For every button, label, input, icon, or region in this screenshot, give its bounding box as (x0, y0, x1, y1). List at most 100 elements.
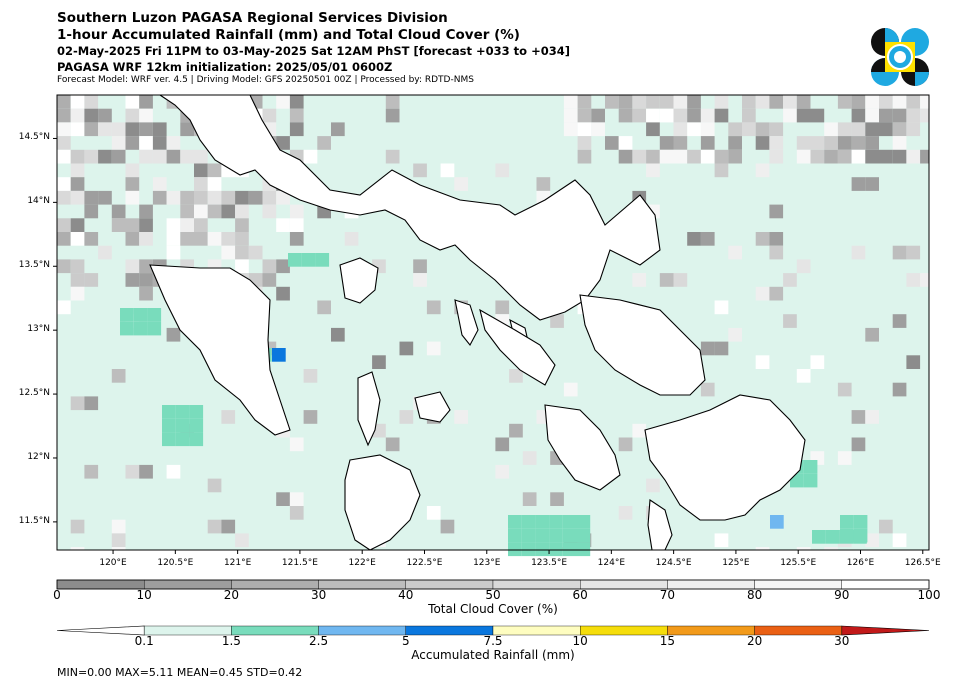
cloud-cell (84, 396, 99, 411)
cloud-cell (632, 95, 647, 109)
rain-cell (147, 321, 162, 336)
cloud-cell (454, 177, 468, 191)
cloud-cell (194, 163, 208, 178)
cloud-cell (700, 232, 715, 246)
cloud-cell (865, 122, 879, 137)
cloud-cell (57, 218, 71, 232)
cloud-cell (755, 232, 770, 246)
cloud-cell (57, 259, 71, 274)
cloud-cell (372, 355, 386, 369)
cloud-cell (221, 245, 236, 260)
cloud-cell (111, 547, 126, 550)
cloud-cell (755, 163, 770, 178)
cloud-cell (262, 108, 277, 123)
cloud-cell (207, 204, 222, 219)
cloud-cell (728, 327, 742, 342)
cloud-cell (824, 149, 838, 164)
cloud-cell (317, 300, 331, 315)
cloud-cell (262, 204, 277, 219)
cloud-cell (796, 95, 811, 109)
cloud-cell (632, 273, 647, 287)
cloud-cell (865, 410, 879, 424)
cloud-cell (920, 149, 929, 164)
cloud-cell (166, 327, 181, 342)
cloud-colorbar-segment (841, 579, 930, 590)
x-tick-label: 122°E (348, 558, 376, 568)
x-tick-label: 125.5°E (780, 558, 817, 568)
cloud-cell (139, 218, 153, 232)
rain-cell (133, 321, 148, 336)
cloud-cell (837, 122, 852, 137)
rain-cell (162, 418, 176, 433)
cloud-cell (673, 108, 688, 123)
x-tick-label: 120°E (99, 558, 127, 568)
cloud-cell (851, 149, 866, 164)
rain-cell (535, 528, 550, 543)
cloud-cell (440, 519, 455, 534)
cloud-cell (618, 437, 633, 452)
pagasa-logo-icon (871, 28, 929, 86)
cloud-cell (687, 122, 701, 137)
cloud-colorbar-label: 50 (485, 588, 501, 602)
cloud-cell (632, 108, 647, 123)
cloud-cell (851, 136, 866, 150)
cloud-cell (98, 190, 112, 205)
cloud-cell (221, 519, 236, 534)
cloud-cell (125, 190, 140, 205)
cloud-cell (57, 95, 71, 109)
cloud-cell (700, 136, 715, 150)
cloud-cell (111, 369, 126, 383)
rain-cell (133, 308, 148, 322)
title-line-5: Forecast Model: WRF ver. 4.5 | Driving M… (57, 75, 474, 85)
cloud-colorbar-segment (318, 579, 407, 590)
rain-cell (535, 515, 550, 529)
cloud-cell (98, 149, 112, 164)
cloud-cell (207, 177, 222, 191)
cloud-cell (125, 108, 140, 123)
cloud-cell (180, 122, 194, 137)
cloud-colorbar-segment (580, 579, 668, 590)
cloud-colorbar-label: 10 (136, 588, 152, 602)
rain-cell (508, 515, 522, 529)
rain-colorbar-label: 7.5 (483, 634, 503, 648)
cloud-cell (207, 232, 222, 246)
cloud-cell (673, 95, 688, 109)
cloud-cell (139, 464, 153, 479)
rain-colorbar-segment (143, 625, 232, 636)
rain-cell (853, 515, 868, 529)
cloud-cell (851, 108, 866, 123)
cloud-cell (577, 136, 592, 150)
y-tick-label: 13°N (27, 324, 50, 335)
cloud-cell (125, 163, 140, 178)
cloud-cell (755, 95, 770, 109)
cloud-cell (865, 533, 879, 548)
cloud-cell (577, 149, 592, 164)
cloud-colorbar-label: 100 (917, 588, 941, 602)
cloud-cell (879, 149, 893, 164)
rain-cell (189, 432, 204, 447)
cloud-cell (207, 519, 222, 534)
cloud-cell (851, 437, 866, 452)
cloud-cell (125, 273, 140, 287)
rain-cell (839, 530, 854, 544)
cloud-cell (783, 314, 797, 328)
rain-cell (812, 530, 826, 544)
cloud-cell (824, 122, 838, 137)
cloud-cell (563, 108, 578, 123)
title-line-2: 1-hour Accumulated Rainfall (mm) and Tot… (57, 27, 520, 43)
stats-line: MIN=0.00 MAX=5.11 MEAN=0.45 STD=0.42 (57, 666, 303, 679)
cloud-colorbar-label: 90 (834, 588, 850, 602)
rain-colorbar-label: 1.5 (221, 634, 241, 648)
rain-colorbar-max-extend (841, 625, 930, 636)
cloud-cell (125, 122, 140, 137)
cloud-cell (111, 519, 126, 534)
cloud-cell (796, 259, 811, 274)
cloud-cell (70, 149, 85, 164)
cloud-cell (605, 95, 619, 109)
cloud-cell (796, 149, 811, 164)
cloud-cell (344, 232, 359, 246)
rain-cell (549, 542, 563, 557)
cloud-cell (289, 122, 304, 137)
cloud-cell (920, 95, 929, 109)
